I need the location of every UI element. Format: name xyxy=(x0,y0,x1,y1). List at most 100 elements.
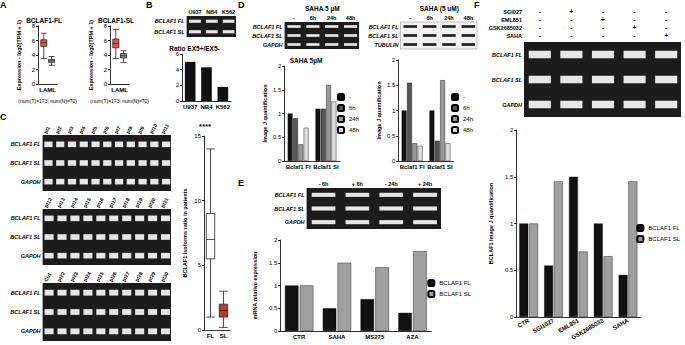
svg-text:0: 0 xyxy=(176,98,180,104)
svg-text:48h: 48h xyxy=(463,127,473,133)
svg-text:1: 1 xyxy=(274,283,278,289)
svg-text:pt22: pt22 xyxy=(56,270,66,282)
svg-text:K562: K562 xyxy=(216,104,231,110)
svg-text:SAHA: SAHA xyxy=(328,334,346,340)
svg-text:0: 0 xyxy=(278,158,282,164)
svg-text:2: 2 xyxy=(176,82,180,88)
svg-text:-: - xyxy=(570,32,572,39)
svg-text:+ 6h: + 6h xyxy=(352,181,364,187)
svg-text:6h: 6h xyxy=(463,105,470,111)
svg-text:-: - xyxy=(539,24,541,31)
svg-text:1.5: 1.5 xyxy=(505,174,514,180)
svg-text:BCLAF1 FL: BCLAF1 FL xyxy=(11,290,42,296)
svg-text:pt13: pt13 xyxy=(56,196,66,208)
svg-text:0: 0 xyxy=(32,81,36,87)
svg-text:pt3: pt3 xyxy=(66,125,75,135)
svg-text:-: - xyxy=(634,16,636,23)
svg-text:48h: 48h xyxy=(346,15,356,21)
svg-text:LAML: LAML xyxy=(111,87,128,93)
svg-text:Image J quantification: Image J quantification xyxy=(262,84,268,143)
svg-text:0: 0 xyxy=(274,328,278,334)
svg-text:2: 2 xyxy=(510,127,514,133)
svg-text:- 6h: - 6h xyxy=(319,181,329,187)
svg-text:2: 2 xyxy=(104,67,108,73)
svg-text:pt20: pt20 xyxy=(146,196,156,208)
svg-text:-: - xyxy=(539,8,541,15)
svg-text:+: + xyxy=(570,8,574,15)
svg-text:1: 1 xyxy=(278,111,282,117)
svg-text:-: - xyxy=(602,8,604,15)
svg-text:U937: U937 xyxy=(188,9,201,15)
svg-text:-: - xyxy=(602,32,604,39)
svg-text:Bclaf1 Fl: Bclaf1 Fl xyxy=(286,164,311,170)
svg-text:BCLAF1 SL: BCLAF1 SL xyxy=(154,29,185,35)
svg-text:Bclaf1 Sl: Bclaf1 Sl xyxy=(313,164,339,170)
svg-text:6: 6 xyxy=(32,38,36,44)
svg-text:pt26: pt26 xyxy=(107,270,117,282)
svg-text:NB4: NB4 xyxy=(206,9,218,15)
svg-text:0: 0 xyxy=(510,314,514,320)
svg-text:pt28: pt28 xyxy=(133,270,143,282)
svg-text:BCLAF1-SL: BCLAF1-SL xyxy=(98,17,134,24)
svg-text:5: 5 xyxy=(198,262,202,268)
svg-text:SAHA: SAHA xyxy=(506,33,522,39)
svg-text:0.5: 0.5 xyxy=(269,305,278,311)
svg-text:GAPDH: GAPDH xyxy=(21,328,42,334)
svg-text:pt29: pt29 xyxy=(146,270,156,282)
svg-text:AZA: AZA xyxy=(406,334,419,340)
svg-text:24h: 24h xyxy=(349,116,359,122)
svg-text:6: 6 xyxy=(104,38,108,44)
svg-text:-: - xyxy=(665,8,667,15)
svg-text:SAHA: SAHA xyxy=(612,317,630,331)
svg-text:-: - xyxy=(409,15,411,21)
svg-text:BCLAF1 FL: BCLAF1 FL xyxy=(648,225,680,231)
svg-text:BCLAF1 FL: BCLAF1 FL xyxy=(155,18,186,24)
svg-text:SGI1027: SGI1027 xyxy=(532,317,556,334)
svg-text:pt23: pt23 xyxy=(69,270,79,282)
svg-text:Bclaf1 Fl: Bclaf1 Fl xyxy=(400,164,425,170)
svg-text:pt12: pt12 xyxy=(43,196,53,208)
svg-text:2: 2 xyxy=(32,67,36,73)
svg-text:pt7: pt7 xyxy=(113,125,122,135)
svg-text:pt21: pt21 xyxy=(159,196,169,208)
svg-text:2: 2 xyxy=(392,57,396,63)
svg-text:SL: SL xyxy=(220,333,228,339)
svg-text:pt14: pt14 xyxy=(69,196,79,208)
svg-text:10: 10 xyxy=(194,198,201,204)
svg-text:pt24: pt24 xyxy=(82,270,92,282)
svg-text:BCLAF1 SL: BCLAF1 SL xyxy=(10,309,41,315)
svg-text:6h: 6h xyxy=(349,105,356,111)
svg-text:SAHA 5µM: SAHA 5µM xyxy=(290,57,323,65)
svg-text:1: 1 xyxy=(392,108,396,114)
svg-text:- 24h: - 24h xyxy=(385,181,398,187)
svg-text:-: - xyxy=(570,24,572,31)
svg-text:6h: 6h xyxy=(426,15,433,21)
svg-text:-: - xyxy=(602,24,604,31)
svg-text:BCLAF1 isoforms ratio in patie: BCLAF1 isoforms ratio in patients xyxy=(182,189,188,278)
svg-text:pt9: pt9 xyxy=(136,125,145,135)
svg-text:0.5: 0.5 xyxy=(273,134,282,140)
svg-text:GAPDH: GAPDH xyxy=(21,253,42,259)
svg-text:BCLAF1 FL: BCLAF1 FL xyxy=(11,141,42,147)
svg-text:MS275: MS275 xyxy=(365,334,385,340)
svg-text:0: 0 xyxy=(104,81,108,87)
svg-text:(num(T)=173; num(N)=70): (num(T)=173; num(N)=70) xyxy=(18,98,77,104)
svg-text:pt8: pt8 xyxy=(124,125,133,135)
svg-text:1.5: 1.5 xyxy=(273,87,282,93)
svg-text:-: - xyxy=(539,32,541,39)
svg-text:48h: 48h xyxy=(464,15,474,21)
svg-text:24h: 24h xyxy=(327,15,337,21)
svg-text:+: + xyxy=(664,32,668,39)
svg-text:-: - xyxy=(665,16,667,23)
svg-text:pt18: pt18 xyxy=(120,196,130,208)
svg-text:-: - xyxy=(665,24,667,31)
svg-text:BCLAF1 Image J quantification: BCLAF1 Image J quantification xyxy=(488,182,494,264)
svg-text:BCLAF1 SL: BCLAF1 SL xyxy=(439,291,471,297)
svg-text:BCLAF1 SL: BCLAF1 SL xyxy=(648,236,680,242)
svg-text:BCLAF1 FL: BCLAF1 FL xyxy=(253,24,284,30)
svg-text:4: 4 xyxy=(176,67,180,73)
svg-text:EML851: EML851 xyxy=(501,17,522,23)
svg-text:pt1: pt1 xyxy=(42,125,51,135)
svg-text:Ctrl: Ctrl xyxy=(43,272,53,283)
svg-text:-: - xyxy=(570,16,572,23)
